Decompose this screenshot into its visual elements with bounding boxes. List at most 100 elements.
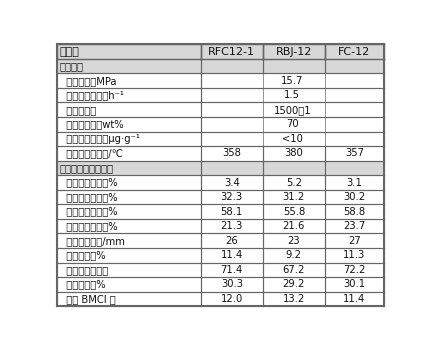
Bar [263, 161, 325, 175]
Bar [325, 248, 384, 263]
Bar [325, 190, 384, 204]
Bar [57, 175, 201, 190]
Bar [263, 44, 325, 59]
Bar [201, 248, 263, 263]
Bar [325, 59, 384, 74]
Bar [201, 291, 263, 306]
Bar [263, 190, 325, 204]
Bar [201, 277, 263, 291]
Text: 液时体积空速，h⁻¹: 液时体积空速，h⁻¹ [60, 90, 123, 100]
Text: 55.8: 55.8 [283, 206, 305, 217]
Text: 轻石脑油收率，%: 轻石脑油收率，% [60, 178, 117, 187]
Bar [57, 44, 201, 59]
Bar [201, 161, 263, 175]
Bar [201, 132, 384, 146]
Text: 尾油 BMCI 值: 尾油 BMCI 值 [60, 294, 116, 304]
Text: 21.3: 21.3 [221, 221, 243, 231]
Text: 1500：1: 1500：1 [273, 105, 311, 115]
Bar [57, 117, 201, 132]
Text: 喷气燃料烟点/mm: 喷气燃料烟点/mm [60, 236, 125, 246]
Bar [263, 277, 325, 291]
Text: 5.2: 5.2 [286, 178, 302, 187]
Text: 裂化段反应温度/℃: 裂化段反应温度/℃ [60, 149, 123, 159]
Bar [57, 102, 201, 117]
Text: 30.1: 30.1 [343, 279, 366, 289]
Bar [263, 219, 325, 234]
Bar [201, 146, 263, 161]
Bar [57, 146, 201, 161]
Text: <10: <10 [282, 134, 303, 144]
Text: 358: 358 [222, 149, 241, 159]
Bar [201, 234, 263, 248]
Text: 27: 27 [348, 236, 361, 246]
Text: 氢油体积比: 氢油体积比 [60, 105, 96, 115]
Bar [201, 88, 384, 102]
Bar [263, 146, 325, 161]
Bar [325, 146, 384, 161]
Text: 15.7: 15.7 [281, 76, 304, 86]
Text: 31.2: 31.2 [283, 192, 305, 202]
Bar [57, 74, 201, 88]
Text: FC-12: FC-12 [338, 46, 370, 57]
Text: 58.1: 58.1 [221, 206, 243, 217]
Bar [201, 59, 263, 74]
Text: 工艺条件: 工艺条件 [60, 61, 84, 71]
Bar [57, 219, 201, 234]
Text: 11.4: 11.4 [221, 250, 243, 260]
Bar [57, 190, 201, 204]
Text: 58.8: 58.8 [343, 206, 366, 217]
Text: 32.3: 32.3 [221, 192, 243, 202]
Text: 12.0: 12.0 [221, 294, 243, 304]
Text: 重石脑油收率，%: 重石脑油收率，% [60, 192, 117, 202]
Text: RBJ-12: RBJ-12 [276, 46, 312, 57]
Bar [57, 234, 201, 248]
Bar [57, 248, 201, 263]
Text: 380: 380 [285, 149, 303, 159]
Bar [57, 161, 201, 175]
Text: 26: 26 [225, 236, 238, 246]
Text: 21.6: 21.6 [283, 221, 305, 231]
Text: 30.3: 30.3 [221, 279, 243, 289]
Text: 柴油收率，%: 柴油收率，% [60, 250, 105, 260]
Text: 67.2: 67.2 [283, 265, 305, 275]
Text: 3.1: 3.1 [346, 178, 362, 187]
Bar [201, 175, 263, 190]
Bar [201, 204, 263, 219]
Bar [57, 88, 201, 102]
Text: 喷气燃料收率，%: 喷气燃料收率，% [60, 221, 117, 231]
Bar [263, 263, 325, 277]
Text: 29.2: 29.2 [283, 279, 305, 289]
Text: 3.4: 3.4 [224, 178, 240, 187]
Text: 控制转化率，wt%: 控制转化率，wt% [60, 119, 123, 129]
Text: RFC12-1: RFC12-1 [208, 46, 255, 57]
Text: 72.2: 72.2 [343, 265, 366, 275]
Bar [57, 263, 201, 277]
Bar [325, 291, 384, 306]
Text: 70: 70 [286, 119, 298, 129]
Bar [57, 291, 201, 306]
Text: 357: 357 [345, 149, 364, 159]
Text: 柴油十六烷指数: 柴油十六烷指数 [60, 265, 108, 275]
Text: 30.2: 30.2 [343, 192, 366, 202]
Bar [57, 204, 201, 219]
Bar [201, 102, 384, 117]
Bar [325, 175, 384, 190]
Text: 反应压力，MPa: 反应压力，MPa [60, 76, 116, 86]
Text: 23: 23 [288, 236, 300, 246]
Text: 11.4: 11.4 [343, 294, 366, 304]
Bar [325, 204, 384, 219]
Bar [201, 219, 263, 234]
Text: 71.4: 71.4 [221, 265, 243, 275]
Bar [201, 190, 263, 204]
Bar [263, 291, 325, 306]
Text: 9.2: 9.2 [286, 250, 302, 260]
Bar [201, 44, 263, 59]
Bar [263, 204, 325, 219]
Bar [201, 74, 384, 88]
Bar [263, 59, 325, 74]
Text: 尾油收率，%: 尾油收率，% [60, 279, 105, 289]
Bar [57, 277, 201, 291]
Bar [57, 132, 201, 146]
Text: 产品分布及产品性质: 产品分布及产品性质 [60, 163, 114, 173]
Text: 13.2: 13.2 [283, 294, 305, 304]
